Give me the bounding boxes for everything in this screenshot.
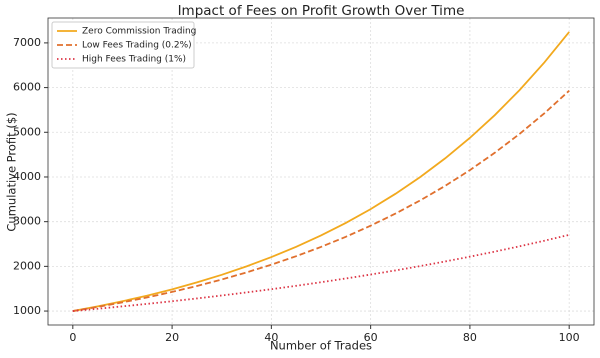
legend-box (51, 21, 195, 69)
legend-label: High Fees Trading (1%) (82, 55, 186, 65)
chart-title: Impact of Fees on Profit Growth Over Tim… (178, 3, 465, 19)
x-tick-label: 60 (364, 331, 378, 344)
y-axis-label: Cumulative Profit ($) (5, 112, 19, 231)
x-tick-label: 20 (165, 331, 179, 344)
y-tick-label: 7000 (13, 36, 41, 49)
x-tick-label: 100 (559, 331, 580, 344)
legend-label: Low Fees Trading (0.2%) (82, 41, 192, 51)
series-line (72, 90, 570, 312)
x-tick-label: 80 (463, 331, 477, 344)
x-tick-label: 0 (69, 331, 76, 344)
y-tick-label: 1000 (13, 304, 41, 317)
y-tick-label: 3000 (13, 215, 41, 228)
y-tick-label: 6000 (13, 81, 41, 94)
y-tick-label: 5000 (13, 125, 41, 138)
series-line (72, 31, 570, 312)
plot-frame (47, 17, 595, 326)
y-tick-label: 4000 (13, 170, 41, 183)
x-axis-label: Number of Trades (270, 339, 372, 353)
legend-label: Zero Commission Trading (82, 27, 196, 37)
y-tick-label: 2000 (13, 259, 41, 272)
x-tick-label: 40 (264, 331, 278, 344)
